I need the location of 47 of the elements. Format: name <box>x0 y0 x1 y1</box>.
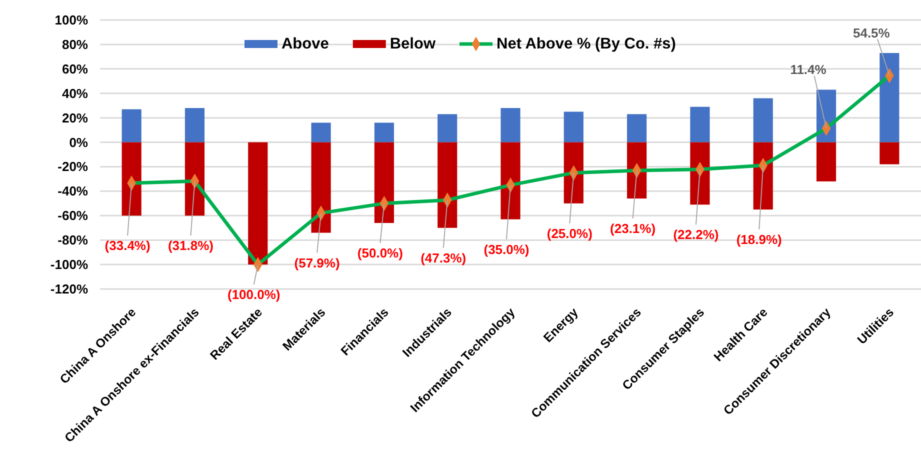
y-tick-label: 60% <box>62 61 88 76</box>
bar <box>880 53 900 142</box>
bar <box>438 114 458 142</box>
data-label: (31.8%) <box>168 238 214 254</box>
data-label: (57.9%) <box>294 255 340 270</box>
bar <box>816 142 836 182</box>
y-tick-label: -20% <box>58 159 88 174</box>
y-tick-label: -60% <box>58 208 88 224</box>
y-tick-label: 20% <box>62 110 88 126</box>
bar <box>122 109 142 142</box>
bar <box>627 114 647 142</box>
bar <box>500 108 520 142</box>
legend-label: Above <box>281 36 330 52</box>
data-label: (33.4%) <box>104 238 150 254</box>
data-label: (22.2%) <box>673 227 719 242</box>
data-label: 11.4% <box>790 62 827 78</box>
bar <box>122 142 142 216</box>
bar <box>374 142 394 223</box>
y-tick-label: -40% <box>58 184 88 199</box>
bar <box>690 106 710 142</box>
bar <box>564 112 584 142</box>
legend-label: Below <box>390 36 436 52</box>
data-label: (100.0%) <box>228 287 280 302</box>
bar <box>311 142 331 233</box>
y-tick-label: 100% <box>54 12 88 28</box>
legend-label: Net Above % (By Co. #s) <box>496 36 676 52</box>
y-tick-label: -80% <box>58 232 88 248</box>
y-tick-label: -100% <box>50 257 88 272</box>
bar <box>184 108 205 142</box>
bar <box>374 122 394 142</box>
data-label: 54.5% <box>852 26 890 41</box>
data-label: (47.3%) <box>420 250 466 266</box>
bar <box>880 142 900 164</box>
data-label: (23.1%) <box>610 221 656 236</box>
y-tick-label: 40% <box>62 86 88 101</box>
bar <box>753 98 773 142</box>
bar <box>500 142 520 220</box>
data-label: (25.0%) <box>546 226 592 241</box>
y-tick-label: 80% <box>62 36 88 52</box>
data-label: (35.0%) <box>484 242 530 257</box>
bar <box>438 142 458 228</box>
data-label: (50.0%) <box>357 245 403 260</box>
bar <box>248 142 268 265</box>
y-tick-label: -120% <box>50 282 88 296</box>
bar <box>311 122 331 142</box>
data-label: (18.9%) <box>736 232 782 248</box>
y-tick-label: 0% <box>69 134 88 150</box>
